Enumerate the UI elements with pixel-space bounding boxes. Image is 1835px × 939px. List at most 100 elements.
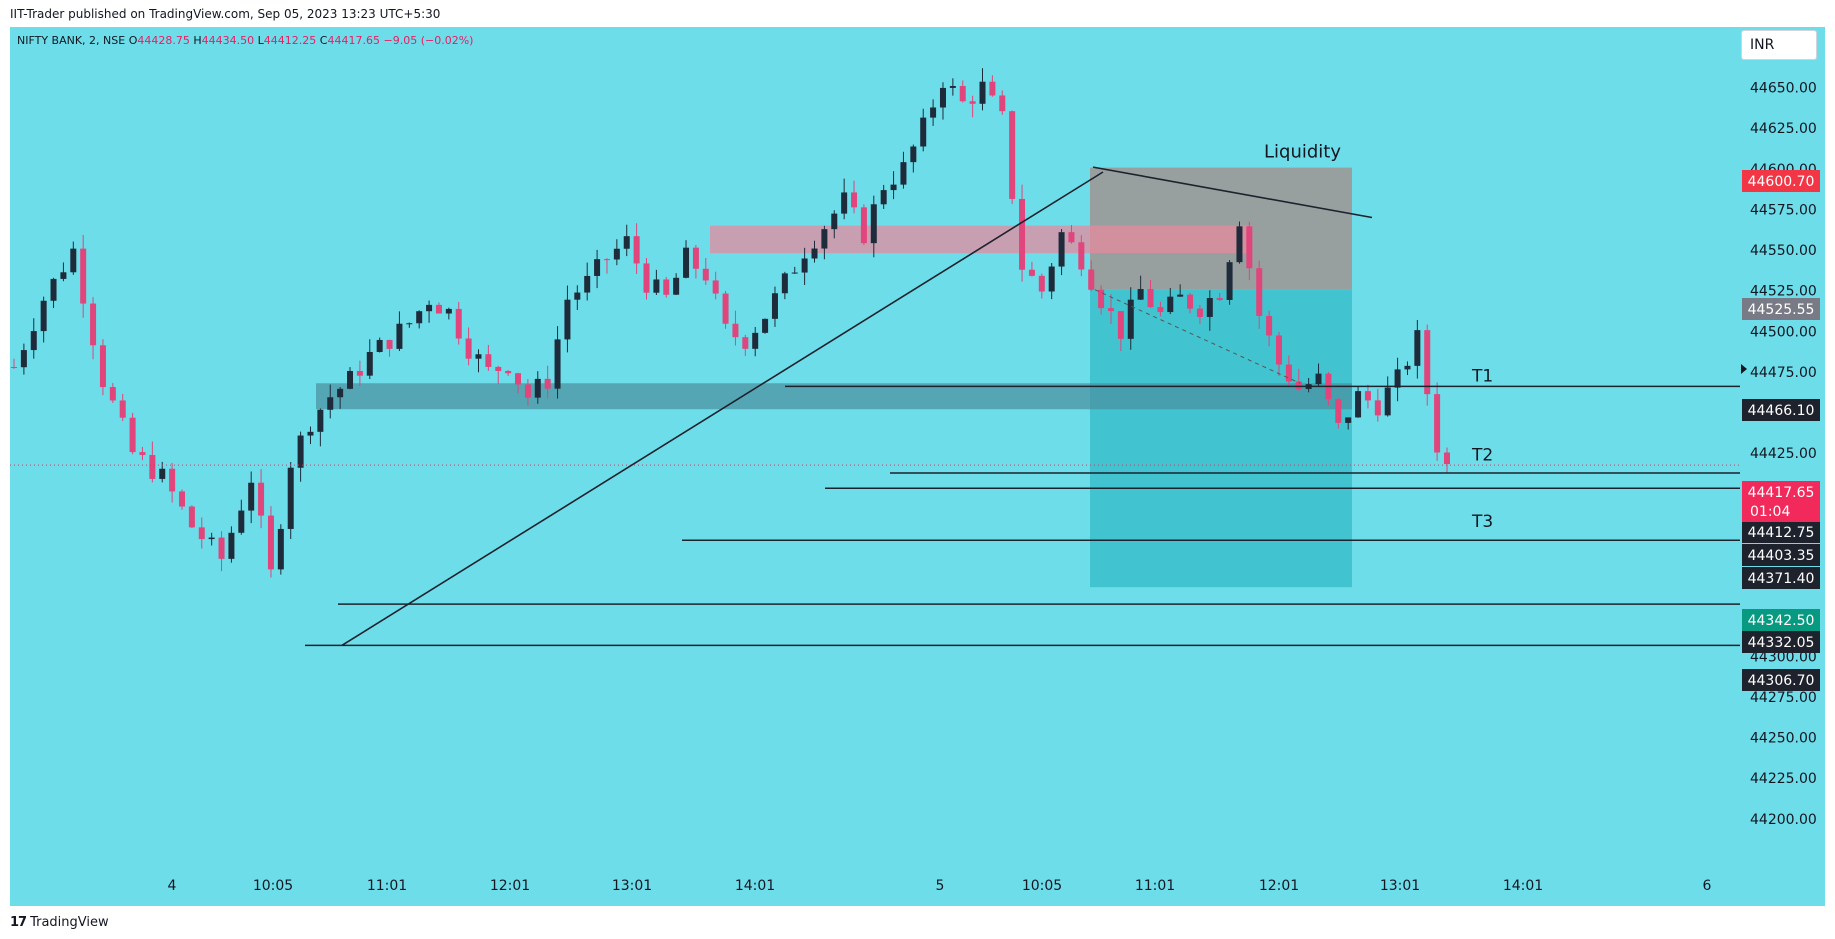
- candle-body: [1444, 452, 1450, 465]
- x-tick-label: 4: [168, 878, 177, 894]
- candle-body: [70, 248, 77, 273]
- y-tick-label: 44275.00: [1750, 690, 1817, 706]
- candle-body: [574, 292, 581, 300]
- candle-body: [1246, 226, 1253, 269]
- price-tag-value: 44403.35: [1748, 548, 1815, 564]
- x-tick-label: 14:01: [1503, 878, 1543, 894]
- candle-body: [762, 318, 769, 333]
- candle-body: [1088, 269, 1095, 290]
- candle-body: [327, 397, 334, 410]
- candle-body: [515, 373, 522, 385]
- candle-body: [1355, 391, 1362, 418]
- x-tick-label: 11:01: [1135, 878, 1175, 894]
- candle-body: [1216, 298, 1223, 300]
- candle-body: [159, 468, 166, 479]
- candle-body: [1187, 294, 1194, 309]
- candle-body: [870, 204, 877, 244]
- candle-body: [910, 146, 917, 163]
- candle-body: [623, 236, 630, 249]
- candle-body: [791, 272, 798, 274]
- liquidity-label: Liquidity: [1264, 142, 1341, 163]
- candle-body: [801, 258, 808, 273]
- candle-body: [1107, 308, 1114, 312]
- candle-body: [1206, 298, 1213, 317]
- candle-body: [524, 384, 531, 398]
- candle-body: [149, 455, 156, 479]
- countdown-value: 01:04: [1750, 504, 1790, 520]
- candle-body: [1315, 373, 1322, 385]
- candle-body: [475, 354, 482, 359]
- candle-body: [1196, 308, 1203, 317]
- candle-body: [1117, 311, 1124, 339]
- candle-body: [1364, 391, 1371, 401]
- candle-body: [939, 87, 946, 108]
- rising-trendline[interactable]: [341, 171, 1104, 647]
- candle-body: [1127, 299, 1134, 339]
- close-label: C: [319, 34, 328, 47]
- price-tag-teal: [1742, 609, 1820, 631]
- scroll-right-icon[interactable]: [1741, 364, 1747, 374]
- footer-bar: 17 TradingView: [0, 906, 1835, 939]
- candles-layer: [11, 68, 1450, 578]
- price-tag-dark: [1742, 567, 1820, 589]
- candle-body: [979, 81, 986, 104]
- candle-body: [821, 229, 828, 249]
- candle-body: [139, 452, 146, 456]
- candle-body: [208, 537, 215, 540]
- price-tag-value: 44466.10: [1748, 403, 1815, 419]
- candle-body: [781, 273, 788, 294]
- candle-body: [1345, 417, 1352, 423]
- candle-body: [188, 506, 195, 528]
- candle-body: [1256, 268, 1263, 316]
- candle-body: [1019, 198, 1026, 270]
- candle-body: [218, 537, 225, 559]
- x-tick-label: 5: [936, 878, 945, 894]
- lines-layer: [10, 166, 1740, 647]
- candle-body: [60, 272, 67, 279]
- price-tag-value: 44371.40: [1748, 571, 1815, 587]
- currency-selector[interactable]: INR: [1741, 30, 1817, 60]
- price-tag-last: [1742, 481, 1820, 503]
- candle-body: [900, 162, 907, 185]
- close-value: 44417.65: [327, 34, 380, 47]
- label-t2: T2: [1471, 446, 1493, 466]
- candle-body: [683, 247, 690, 278]
- open-value: 44428.75: [137, 34, 190, 47]
- candle-body: [841, 192, 848, 214]
- y-tick-label: 44250.00: [1750, 731, 1817, 747]
- price-tag-dark: [1742, 544, 1820, 566]
- candle-body: [1335, 399, 1342, 423]
- candle-body: [1028, 269, 1035, 276]
- candle-body: [1434, 394, 1441, 453]
- supply-zone: [710, 225, 1252, 254]
- candle-body: [119, 400, 126, 418]
- demand-zone: [316, 383, 1352, 410]
- falling-trendline[interactable]: [1092, 166, 1373, 219]
- candle-body: [1384, 387, 1391, 416]
- candle-body: [1295, 381, 1302, 390]
- candle-body: [505, 371, 512, 374]
- candle-body: [930, 107, 937, 118]
- x-tick-label: 13:01: [612, 878, 652, 894]
- candle-body: [258, 482, 265, 516]
- tradingview-brand[interactable]: 17 TradingView: [10, 915, 109, 930]
- open-label: O: [128, 34, 138, 47]
- candle-body: [1147, 289, 1154, 308]
- candle-body: [366, 351, 373, 376]
- tradingview-logo-icon: 17: [10, 915, 27, 930]
- y-tick-label: 44425.00: [1750, 446, 1817, 462]
- candle-body: [1009, 111, 1016, 199]
- candle-body: [1266, 315, 1273, 336]
- candle-body: [347, 370, 354, 389]
- price-tag-dark: [1742, 399, 1820, 421]
- candle-body: [406, 323, 413, 325]
- candle-body: [416, 311, 423, 324]
- x-tick-label: 13:01: [1380, 878, 1420, 894]
- y-tick-label: 44650.00: [1750, 81, 1817, 97]
- high-label: H: [193, 34, 202, 47]
- time-axis: 4 10:05 11:01 12:01 13:01 14:01 5 10:05 11:01 12:…: [168, 878, 1712, 894]
- candle-body: [860, 207, 867, 244]
- published-info: IIT-Trader published on TradingView.com,…: [10, 7, 441, 21]
- candle-body: [1394, 369, 1401, 388]
